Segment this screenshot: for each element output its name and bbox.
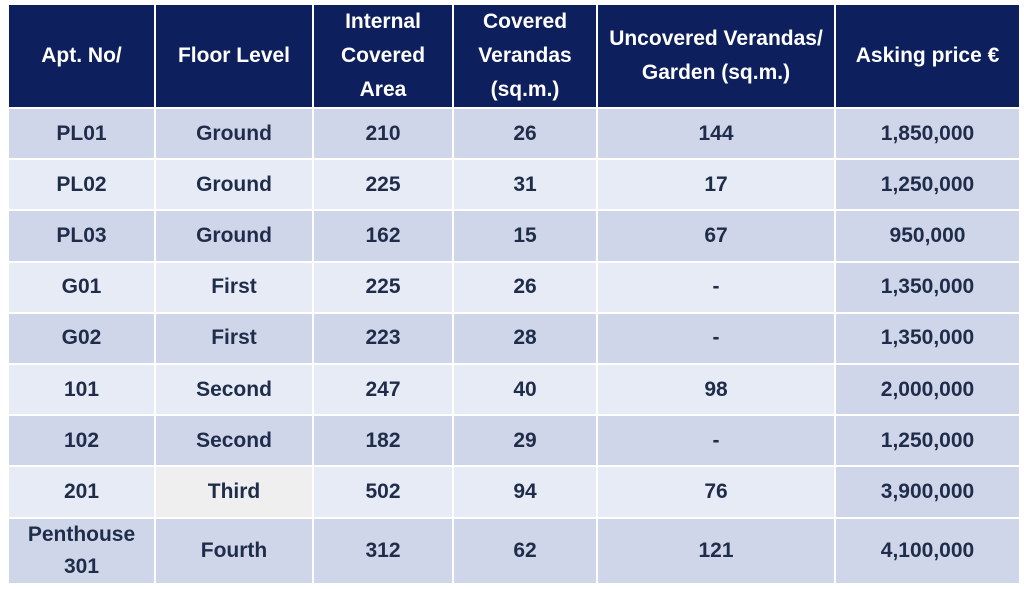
cell-apt-no: 201 <box>7 465 156 519</box>
cell-asking-price: 1,350,000 <box>834 260 1021 314</box>
header-internal-covered-area: Internal Covered Area <box>312 3 454 109</box>
cell-covered-verandas: 31 <box>452 158 598 212</box>
header-asking-price: Asking price € <box>834 3 1021 109</box>
cell-covered-verandas: 94 <box>452 465 598 519</box>
cell-uncovered-verandas: - <box>596 311 836 366</box>
cell-asking-price: 1,850,000 <box>834 106 1021 161</box>
cell-asking-price: 4,100,000 <box>834 516 1021 586</box>
table-row: 102 Second 182 29 - 1,250,000 <box>7 414 1021 468</box>
cell-covered-verandas: 28 <box>452 311 598 366</box>
cell-apt-no: PL02 <box>7 158 156 212</box>
cell-uncovered-verandas: 144 <box>596 106 836 161</box>
cell-covered-verandas: 40 <box>452 363 598 417</box>
cell-internal-area: 502 <box>312 465 454 519</box>
cell-uncovered-verandas: - <box>596 260 836 314</box>
table-row: PL01 Ground 210 26 144 1,850,000 <box>7 106 1021 161</box>
header-apt-no: Apt. No/ <box>7 3 156 109</box>
cell-covered-verandas: 62 <box>452 516 598 586</box>
cell-asking-price: 2,000,000 <box>834 363 1021 417</box>
cell-apt-no: 101 <box>7 363 156 417</box>
cell-floor-level: Fourth <box>154 516 314 586</box>
header-floor-level: Floor Level <box>154 3 314 109</box>
table-row: 101 Second 247 40 98 2,000,000 <box>7 363 1021 417</box>
cell-floor-level: First <box>154 260 314 314</box>
apartment-price-table: Apt. No/ Floor Level Internal Covered Ar… <box>7 3 1021 586</box>
table-header-row: Apt. No/ Floor Level Internal Covered Ar… <box>7 3 1021 109</box>
cell-internal-area: 210 <box>312 106 454 161</box>
cell-floor-level: Second <box>154 363 314 417</box>
cell-apt-no: PL03 <box>7 209 156 263</box>
cell-uncovered-verandas: 121 <box>596 516 836 586</box>
cell-internal-area: 225 <box>312 158 454 212</box>
table-row: G01 First 225 26 - 1,350,000 <box>7 260 1021 314</box>
table-row: Penthouse 301 Fourth 312 62 121 4,100,00… <box>7 516 1021 586</box>
header-covered-verandas: Covered Verandas (sq.m.) <box>452 3 598 109</box>
cell-covered-verandas: 15 <box>452 209 598 263</box>
table-row: PL03 Ground 162 15 67 950,000 <box>7 209 1021 263</box>
cell-floor-level: Ground <box>154 158 314 212</box>
cell-internal-area: 247 <box>312 363 454 417</box>
cell-uncovered-verandas: 76 <box>596 465 836 519</box>
cell-floor-level: Ground <box>154 106 314 161</box>
cell-floor-level: Third <box>154 465 314 519</box>
cell-uncovered-verandas: 67 <box>596 209 836 263</box>
cell-uncovered-verandas: - <box>596 414 836 468</box>
cell-asking-price: 3,900,000 <box>834 465 1021 519</box>
cell-internal-area: 312 <box>312 516 454 586</box>
cell-floor-level: Ground <box>154 209 314 263</box>
cell-internal-area: 223 <box>312 311 454 366</box>
cell-covered-verandas: 26 <box>452 260 598 314</box>
cell-asking-price: 1,250,000 <box>834 158 1021 212</box>
cell-asking-price: 1,350,000 <box>834 311 1021 366</box>
cell-apt-no: Penthouse 301 <box>7 516 156 586</box>
cell-covered-verandas: 26 <box>452 106 598 161</box>
header-uncovered-verandas-garden: Uncovered Verandas/ Garden (sq.m.) <box>596 3 836 109</box>
cell-floor-level: First <box>154 311 314 366</box>
cell-uncovered-verandas: 17 <box>596 158 836 212</box>
cell-floor-level: Second <box>154 414 314 468</box>
table-row: PL02 Ground 225 31 17 1,250,000 <box>7 158 1021 212</box>
cell-asking-price: 950,000 <box>834 209 1021 263</box>
cell-internal-area: 225 <box>312 260 454 314</box>
cell-apt-no: PL01 <box>7 106 156 161</box>
cell-apt-no: 102 <box>7 414 156 468</box>
cell-covered-verandas: 29 <box>452 414 598 468</box>
table-row: 201 Third 502 94 76 3,900,000 <box>7 465 1021 519</box>
cell-uncovered-verandas: 98 <box>596 363 836 417</box>
table-row: G02 First 223 28 - 1,350,000 <box>7 311 1021 366</box>
cell-apt-no: G01 <box>7 260 156 314</box>
cell-internal-area: 162 <box>312 209 454 263</box>
cell-internal-area: 182 <box>312 414 454 468</box>
cell-asking-price: 1,250,000 <box>834 414 1021 468</box>
cell-apt-no: G02 <box>7 311 156 366</box>
